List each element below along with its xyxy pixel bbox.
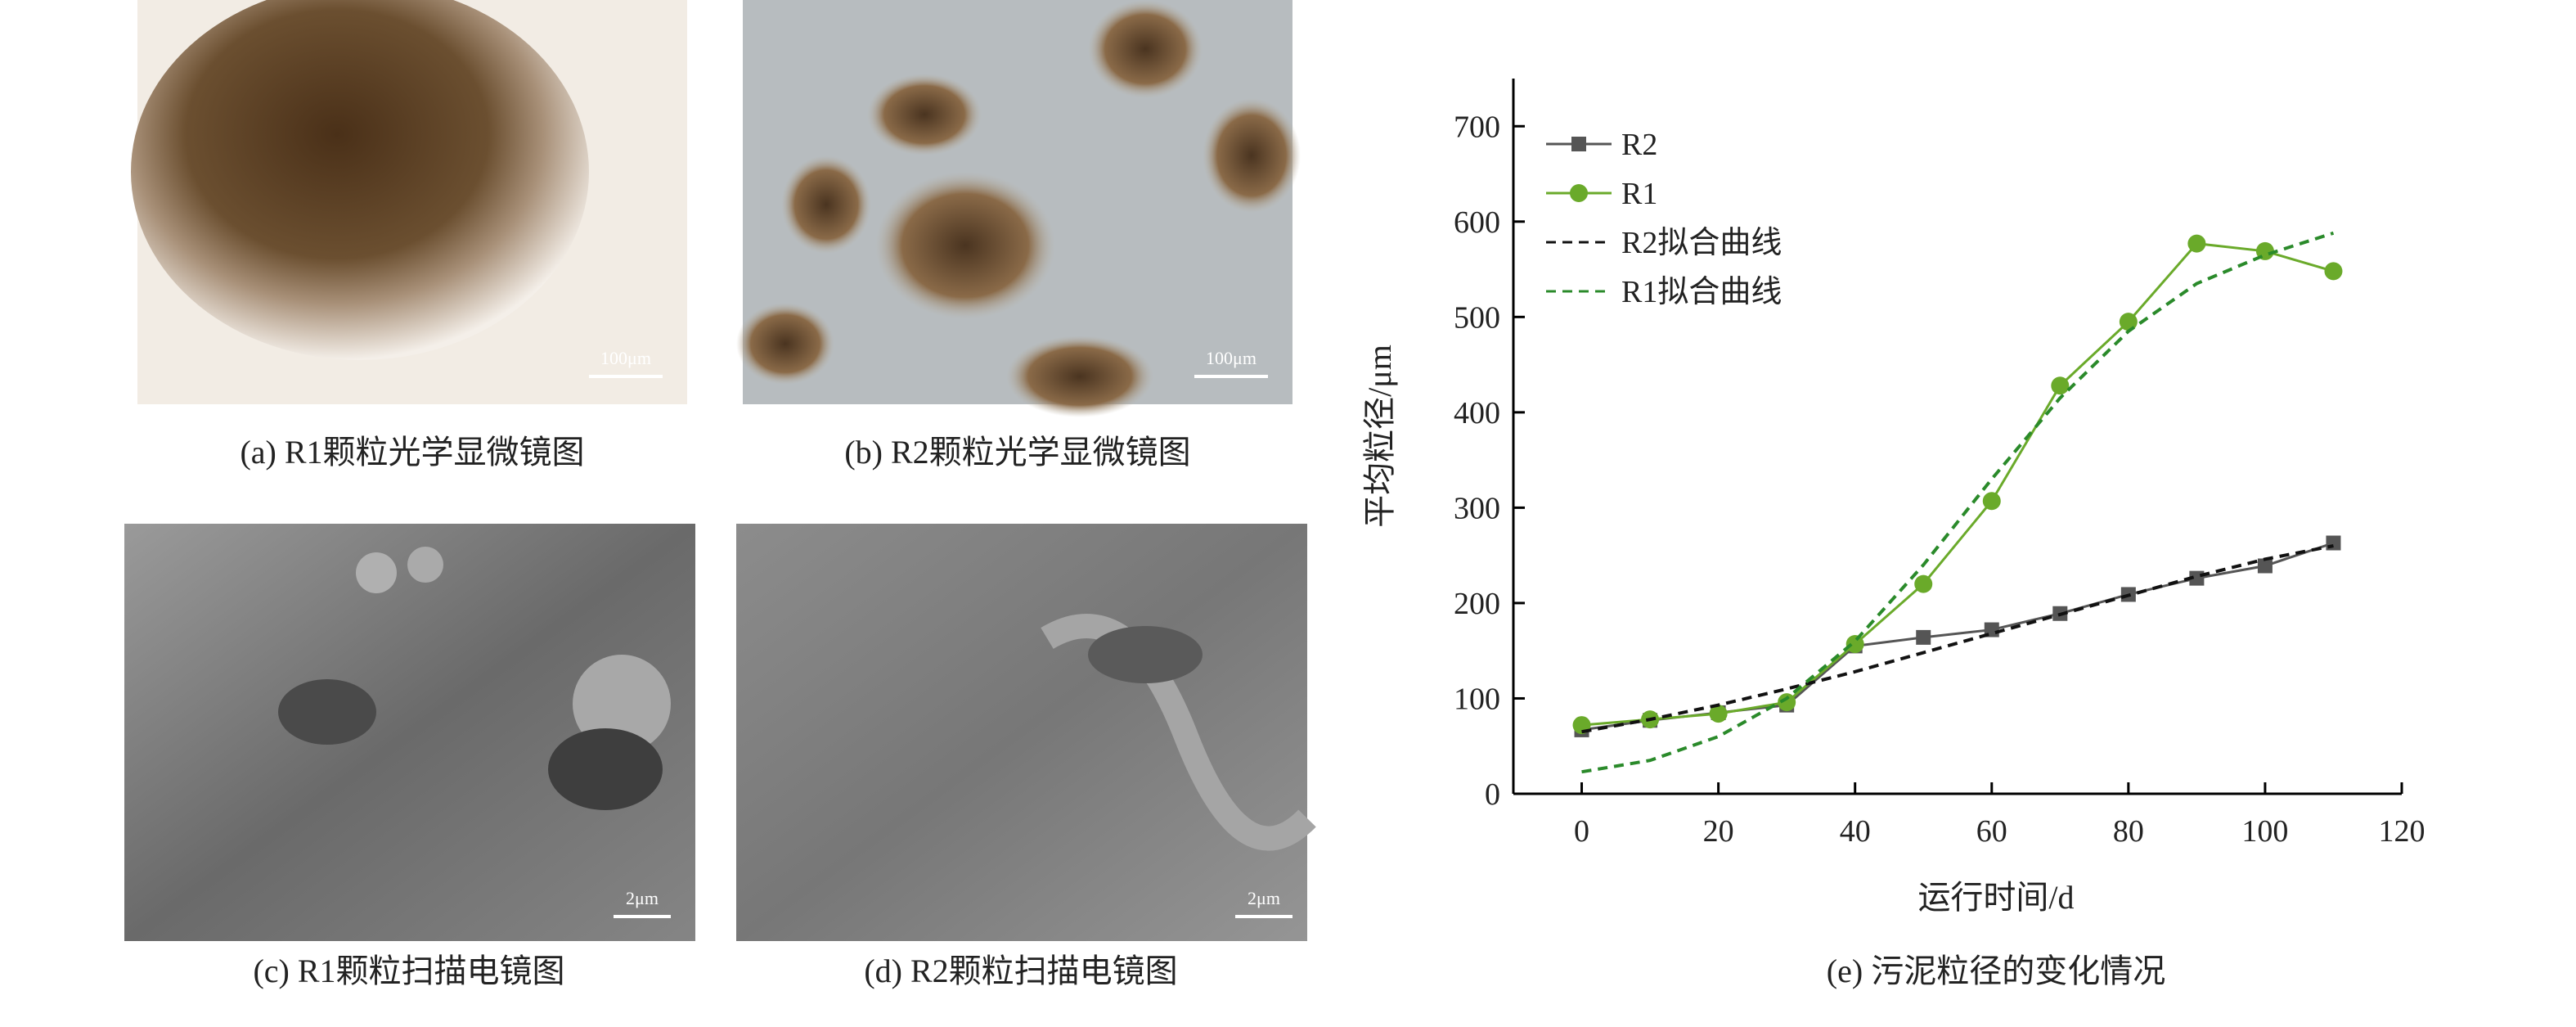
x-tick-label: 0 — [1574, 814, 1589, 849]
data-point — [1916, 629, 1931, 645]
x-tick-label: 80 — [2113, 814, 2144, 849]
caption: (a) R1颗粒光学显微镜图 — [240, 434, 584, 471]
y-tick-label: 700 — [1454, 110, 1500, 144]
legend-label: R2 — [1621, 128, 1657, 162]
legend-marker — [1570, 184, 1588, 202]
scale-bar-label: 2μm — [626, 888, 659, 908]
data-point — [2257, 558, 2273, 574]
y-tick-label: 300 — [1454, 491, 1500, 525]
scale-bar-label: 2μm — [1248, 888, 1280, 908]
y-tick-label: 0 — [1485, 777, 1500, 812]
y-tick-label: 200 — [1454, 587, 1500, 621]
y-tick-label: 600 — [1454, 205, 1500, 240]
caption: (c) R1颗粒扫描电镜图 — [253, 953, 564, 989]
data-point — [2187, 234, 2206, 253]
y-tick-label: 400 — [1454, 396, 1500, 430]
caption: (d) R2颗粒扫描电镜图 — [864, 953, 1177, 989]
data-point — [1709, 705, 1728, 723]
data-point — [1778, 693, 1796, 712]
x-tick-label: 20 — [1703, 814, 1734, 849]
data-point — [2324, 262, 2343, 281]
scale-bar-label: 100μm — [600, 348, 651, 368]
photo-c: 2μm — [124, 524, 695, 941]
data-point — [2051, 376, 2070, 395]
series-line — [1581, 242, 2334, 727]
y-tick-label: 500 — [1454, 300, 1500, 335]
photo-d: 2μm — [736, 524, 1316, 941]
photo-b: 100μm — [736, 0, 1301, 417]
data-point — [1845, 635, 1864, 654]
series-line — [1581, 231, 2335, 774]
y-axis-label: 平均粒径/μm — [1361, 345, 1398, 528]
legend-label: R1 — [1621, 177, 1657, 211]
x-tick-label: 40 — [1840, 814, 1871, 849]
caption: (b) R2颗粒光学显微镜图 — [844, 434, 1190, 471]
chart-caption: (e) 污泥粒径的变化情况 — [1827, 953, 2165, 989]
data-point — [1914, 574, 1933, 593]
photo-a: 100μm — [131, 0, 687, 404]
chart: 0 100 200 300 400 500 600 700 0 20 40 60 80 100 120 R2 R… — [1454, 79, 2425, 849]
y-tick-label: 100 — [1454, 682, 1500, 716]
x-tick-label: 120 — [2379, 814, 2425, 849]
x-tick-label: 60 — [1976, 814, 2007, 849]
legend-label: R2拟合曲线 — [1621, 226, 1782, 260]
legend-marker — [1571, 137, 1586, 151]
x-axis-label: 运行时间/d — [1917, 879, 2074, 916]
series-line — [1581, 544, 2334, 734]
data-point — [1982, 492, 2001, 511]
legend-label: R1拟合曲线 — [1621, 275, 1782, 309]
x-tick-label: 100 — [2241, 814, 2288, 849]
scale-bar-label: 100μm — [1206, 348, 1257, 368]
